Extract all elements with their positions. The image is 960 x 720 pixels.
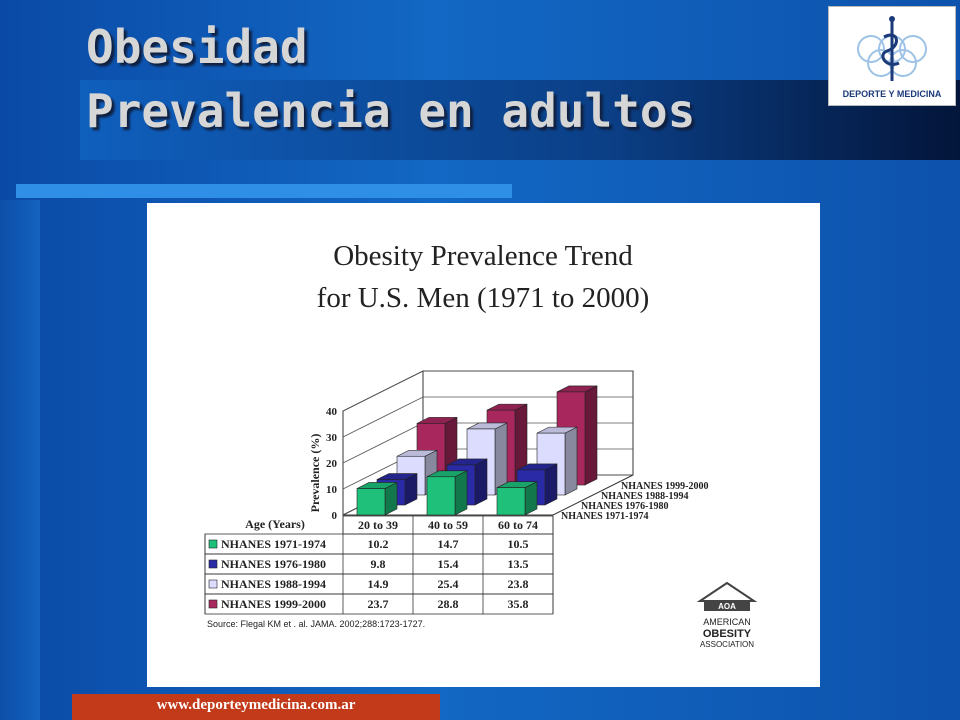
depth-series-label: NHANES 1971-1974 [561,511,649,522]
data-label: 23.7 [368,597,389,611]
chart-title-line2: for U.S. Men (1971 to 2000) [317,282,650,314]
logo-rings-icon [857,16,927,81]
y-tick-label: 0 [332,510,338,522]
legend-swatch [208,599,218,609]
legend-swatch [208,559,218,569]
data-label: 10.5 [508,537,529,551]
aoa-mark: AOA [718,602,736,611]
slide-subtitle: Prevalencia en adultos [86,84,696,138]
y-tick-label: 30 [326,432,338,444]
legend-swatch [208,579,218,589]
data-table: Age (Years) 20 to 39 40 to 59 60 to 74 NHANE… [204,515,554,615]
category-label: 20 to 39 [358,518,398,532]
legend-label: NHANES 1988-1994 [221,577,326,591]
legend-swatch [208,539,218,549]
bar [356,488,386,516]
aoa-roof-icon [696,581,758,602]
data-label: 23.8 [508,577,529,591]
data-label: 35.8 [508,597,529,611]
data-label: 15.4 [438,557,459,571]
bar [496,487,526,516]
left-strip [0,200,40,720]
footer-bar: www.deporteymedicina.com.ar [72,694,440,720]
y-axis-label: Prevalence (%) [308,434,322,513]
depth-series-label: NHANES 1976-1980 [581,501,669,512]
y-tick-label: 20 [326,458,338,470]
slide-title: Obesidad [86,20,308,74]
footer-url[interactable]: www.deporteymedicina.com.ar [156,697,356,713]
data-label: 14.7 [438,537,459,551]
y-tick-label: 40 [326,406,338,418]
accent-bar [16,184,512,198]
category-label: 40 to 59 [428,518,468,532]
aoa-band-icon [704,601,750,611]
y-tick-label: 10 [326,484,338,496]
x-axis-label: Age (Years) [245,517,305,531]
legend-label: NHANES 1971-1974 [221,537,326,551]
title-band [80,80,960,160]
category-label: 60 to 74 [498,518,538,532]
data-label: 9.8 [371,557,386,571]
aoa-line2: OBESITY [703,628,752,640]
gridline [342,370,633,412]
chart-source: Source: Flegal KM et . al. JAMA. 2002;28… [207,619,425,629]
bar [426,476,456,516]
depth-series-label: NHANES 1999-2000 [621,481,709,492]
legend-label: NHANES 1999-2000 [221,597,326,611]
depth-series-label: NHANES 1988-1994 [601,491,689,502]
bar-side [564,426,578,496]
legend-label: NHANES 1976-1980 [221,557,326,571]
chart-svg: Obesity Prevalence Trend for U.S. Men (1… [204,240,758,649]
data-label: 28.8 [438,597,459,611]
data-label: 14.9 [368,577,389,591]
data-label: 10.2 [368,537,389,551]
deporte-medicina-logo: DEPORTE Y MEDICINA [828,6,956,106]
data-label: 13.5 [508,557,529,571]
chart-panel: Obesity Prevalence Trend for U.S. Men (1… [147,203,820,687]
bar-side [544,463,558,506]
bar-side [584,385,598,486]
aoa-line3: ASSOCIATION [700,640,754,649]
logo-text: DEPORTE Y MEDICINA [842,89,942,99]
aoa-logo: AOA AMERICAN OBESITY ASSOCIATION [696,581,758,649]
chart-title-line1: Obesity Prevalence Trend [333,240,633,272]
bar-side [454,470,468,516]
data-label: 25.4 [438,577,459,591]
aoa-line1: AMERICAN [703,617,751,627]
bar-side [474,458,488,506]
